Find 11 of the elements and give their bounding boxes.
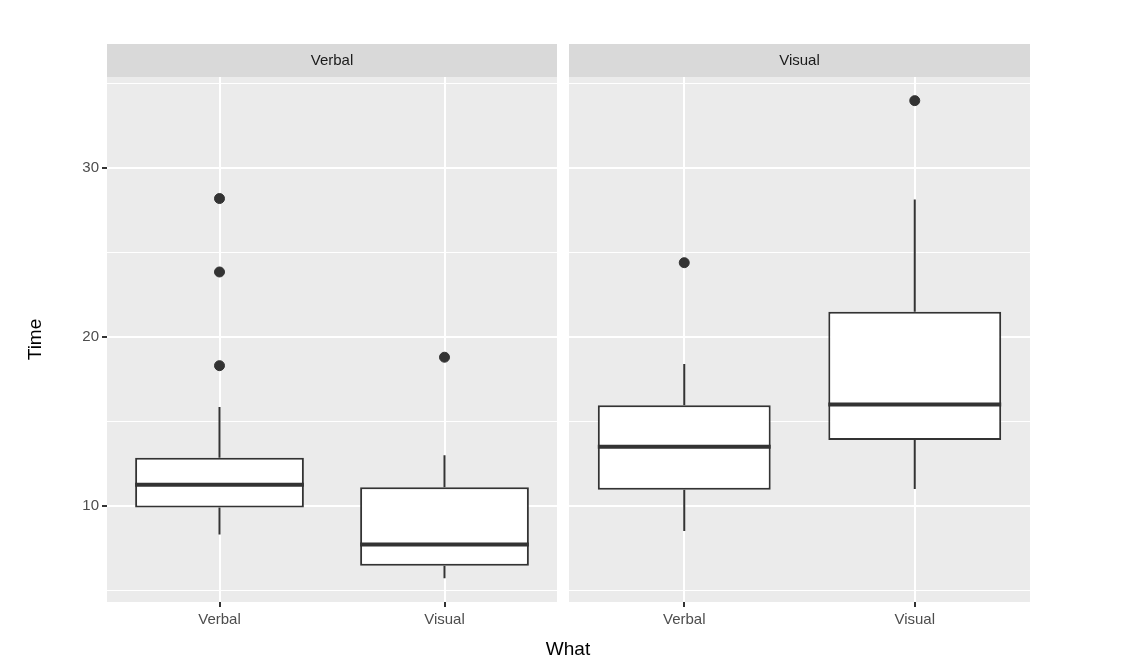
y-tick-label: 20 — [82, 327, 99, 345]
chart-title: Visual — [779, 50, 820, 68]
y-axis-title: Time — [23, 318, 45, 361]
y-tick-label: 30 — [82, 158, 99, 176]
x-axis-title: What — [545, 638, 591, 660]
x-tick-label: Verbal — [662, 610, 706, 628]
x-tick-label: Visual — [424, 610, 465, 628]
x-tick-label: Visual — [894, 610, 936, 628]
x-tick-label: Verbal — [198, 610, 241, 628]
chart-title: Verbal — [310, 50, 354, 68]
y-tick-label: 10 — [82, 495, 99, 513]
